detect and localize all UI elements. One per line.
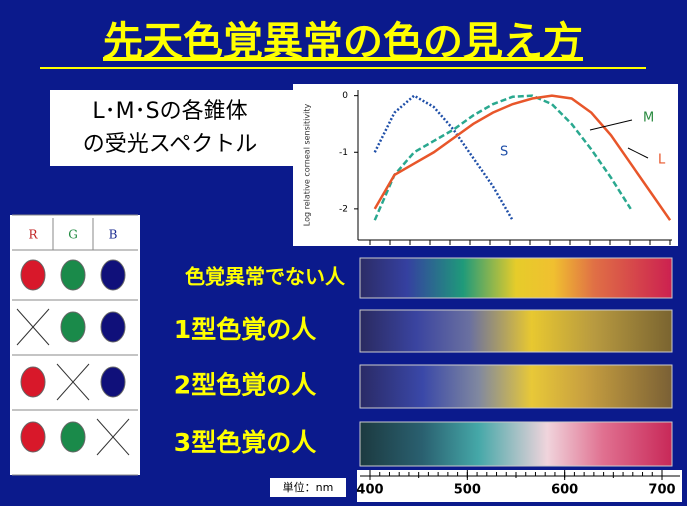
- y-tick-label: 0: [342, 91, 348, 101]
- label-box: [50, 90, 293, 166]
- leader-line: [589, 119, 633, 131]
- cone-circle: [100, 311, 126, 343]
- curve: [373, 94, 632, 221]
- label-line: の受光スペクトル: [83, 132, 257, 157]
- cross: [56, 363, 90, 401]
- scale-tick-label: 600: [551, 483, 578, 498]
- unit-box: [270, 478, 346, 497]
- cross: [16, 308, 50, 346]
- cone-circle: [20, 366, 46, 398]
- cone-circle: [60, 421, 86, 453]
- spectrum-label: 1型色覚の人: [174, 315, 316, 344]
- series-label: L: [658, 153, 666, 168]
- table-header: R: [28, 228, 38, 242]
- cone-circle: [20, 259, 46, 291]
- unit-label: 単位：nm: [283, 480, 334, 494]
- y-tick-label: -1: [339, 148, 348, 158]
- cross: [96, 418, 130, 456]
- spectrum-bar: [359, 421, 673, 467]
- spectrum-bar: [359, 364, 673, 409]
- cone-circle: [100, 259, 126, 291]
- spectrum-label: 色覚異常でない人: [185, 265, 346, 289]
- spectrum-bar: [359, 309, 673, 353]
- y-tick-label: -2: [339, 204, 348, 214]
- cone-circle: [60, 311, 86, 343]
- scale-box: [357, 470, 682, 502]
- spectrum-bar: [359, 257, 673, 299]
- spectrum-label: 2型色覚の人: [174, 371, 316, 400]
- curve: [373, 94, 672, 221]
- scale-tick-label: 400: [356, 483, 383, 498]
- cone-circle: [60, 259, 86, 291]
- chart-box: [293, 84, 678, 246]
- cone-circle: [20, 421, 46, 453]
- curve: [373, 94, 514, 221]
- spectrum-label: 3型色覚の人: [174, 428, 316, 457]
- scale-tick-label: 500: [454, 483, 481, 498]
- series-label: S: [500, 145, 508, 160]
- y-axis-label: Log relative corneal sensitivity: [303, 104, 312, 227]
- title: 先天色覚異常の色の見え方: [103, 19, 583, 65]
- scale-tick-label: 700: [648, 483, 675, 498]
- table-header: B: [109, 228, 118, 242]
- cone-circle: [100, 366, 126, 398]
- series-label: M: [643, 111, 654, 126]
- label-line: L･M･Sの各錐体: [92, 99, 247, 124]
- table-header: G: [68, 228, 78, 242]
- leader-line: [627, 147, 649, 159]
